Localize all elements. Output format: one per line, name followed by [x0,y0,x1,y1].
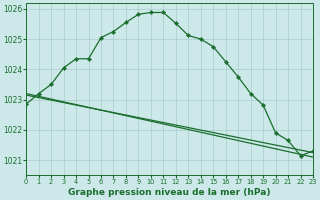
X-axis label: Graphe pression niveau de la mer (hPa): Graphe pression niveau de la mer (hPa) [68,188,271,197]
